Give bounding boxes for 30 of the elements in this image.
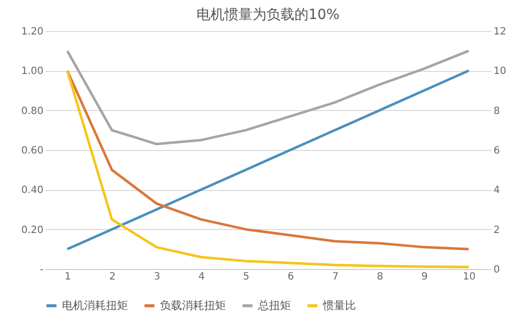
x-tick-label: 7 [332,272,339,282]
y2-tick-label: 12 [494,26,506,38]
y2-tick-label: 10 [494,66,506,78]
y-tick-label: - [40,264,44,276]
x-tick-label: 8 [376,272,384,282]
y2-tick-label: 6 [494,146,500,156]
y2-tick-label: 8 [494,106,500,117]
legend-label: 惯量比 [322,298,356,312]
y-tick-label: 0.80 [21,106,44,117]
y-tick-label: 0.20 [21,224,44,236]
chart-title: 电机惯量为负载的10% [196,7,340,23]
x-tick-label: 1 [64,272,71,282]
x-tick-label: 10 [462,272,476,282]
x-tick-label: 9 [421,272,428,282]
x-tick-label: 3 [154,272,160,282]
y-tick-label: 1.20 [21,26,44,38]
x-tick-label: 6 [288,272,294,282]
x-tick-label: 4 [198,272,205,282]
legend-label: 总扭矩 [257,298,291,312]
y2-tick-label: 2 [494,224,500,236]
x-tick-label: 2 [109,272,116,282]
y2-tick-label: 4 [494,185,500,196]
y-tick-label: 1.00 [21,66,44,78]
x-tick-label: 5 [243,272,250,282]
y-tick-label: 0.60 [21,146,44,156]
line-series [66,50,470,146]
legend-label: 电机消耗扭矩 [62,298,128,312]
y-tick-label: 0.40 [21,185,44,196]
y2-tick-label: 0 [494,264,500,276]
legend-label: 负载消耗扭矩 [160,298,226,312]
